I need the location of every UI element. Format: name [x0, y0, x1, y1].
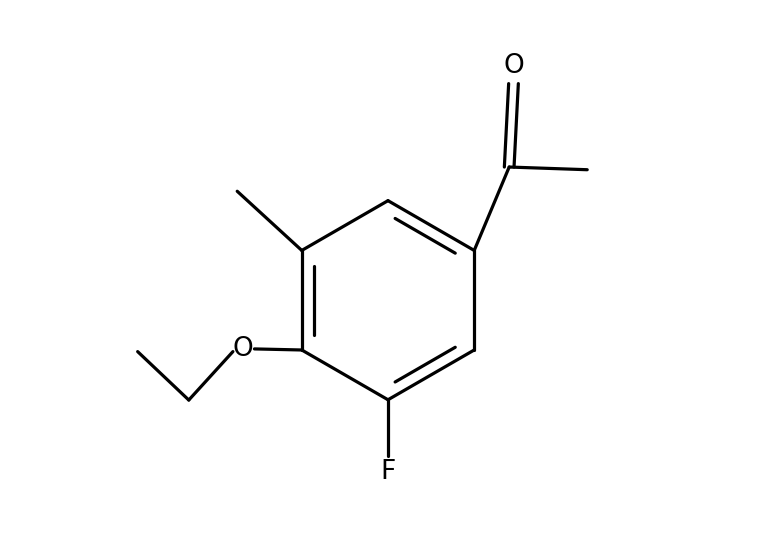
Text: F: F	[380, 459, 396, 485]
Text: O: O	[503, 54, 524, 79]
Text: O: O	[232, 336, 253, 362]
